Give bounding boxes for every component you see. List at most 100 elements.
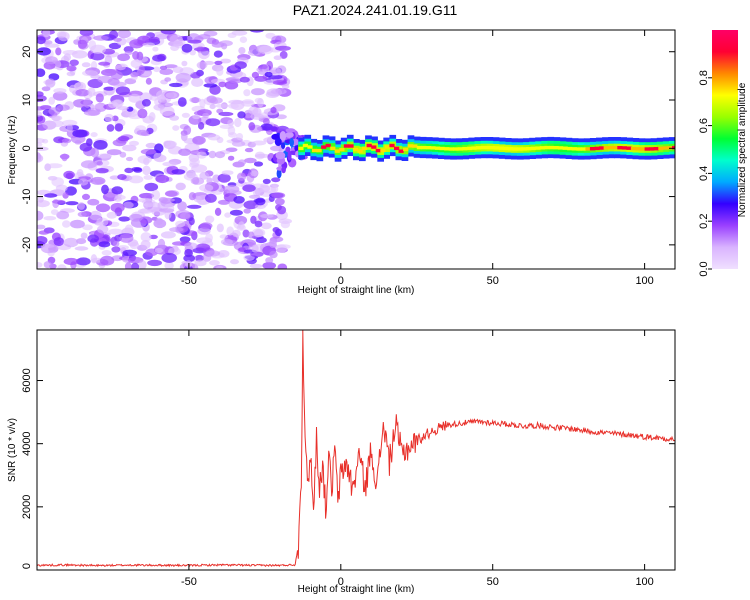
- heatmap-cell: [154, 247, 164, 254]
- heatmap-cell: [653, 147, 659, 151]
- heatmap-cell: [183, 125, 192, 135]
- heatmap-cell: [192, 114, 201, 120]
- heatmap-cell: [214, 151, 226, 159]
- x-tick-label: 0: [338, 275, 344, 287]
- heatmap-cell: [244, 147, 254, 153]
- y-tick-label: 0: [21, 145, 33, 151]
- heatmap-cell: [189, 97, 201, 103]
- heatmap-cell: [398, 149, 404, 153]
- heatmap-cell: [82, 224, 93, 231]
- heatmap-cell: [149, 95, 159, 101]
- heatmap-cell: [160, 231, 176, 239]
- heatmap-cell: [162, 161, 177, 167]
- heatmap-cell: [216, 67, 224, 76]
- heatmap-cell: [215, 103, 229, 108]
- heatmap-cell: [589, 147, 596, 151]
- colorbar-tick-label: 0.2: [698, 214, 710, 229]
- heatmap-cell: [169, 227, 184, 233]
- heatmap-cell: [69, 219, 85, 229]
- heatmap-cell: [526, 147, 532, 151]
- heatmap-cell: [46, 163, 63, 169]
- heatmap-cell: [124, 167, 134, 174]
- heatmap-cell: [371, 145, 377, 149]
- heatmap-cell: [662, 146, 668, 150]
- heatmap-cell: [227, 155, 235, 161]
- heatmap-cell: [48, 107, 61, 116]
- colorbar-tick-label: 0.8: [698, 70, 710, 85]
- heatmap-cell: [56, 104, 70, 111]
- heatmap-cell: [260, 222, 272, 230]
- heatmap-cell: [129, 140, 139, 147]
- heatmap-cell: [264, 71, 273, 78]
- heatmap-cell: [157, 238, 166, 249]
- heatmap-cell: [149, 234, 158, 240]
- heatmap-cell: [216, 136, 224, 144]
- heatmap-cell: [175, 182, 186, 191]
- heatmap-cell: [229, 209, 243, 216]
- heatmap-cell: [233, 196, 245, 204]
- heatmap-cell: [89, 210, 102, 221]
- heatmap-cell: [187, 39, 202, 44]
- heatmap-cell: [503, 146, 509, 151]
- heatmap-cell: [199, 98, 206, 109]
- heatmap-cell: [251, 140, 267, 146]
- heatmap-cell: [316, 148, 322, 153]
- heatmap-cell: [80, 232, 88, 239]
- heatmap-cell: [270, 185, 279, 193]
- heatmap-cell: [635, 147, 641, 151]
- heatmap-cell: [362, 146, 368, 150]
- heatmap-cell: [96, 161, 103, 166]
- heatmap-cell: [220, 58, 232, 64]
- heatmap-cell: [198, 34, 211, 40]
- heatmap-cell: [265, 257, 274, 264]
- heatmap-cell: [268, 239, 277, 249]
- heatmap-cell: [94, 103, 103, 110]
- heatmap-cell: [101, 184, 109, 195]
- line-x-axis-label: Height of straight line (km): [298, 584, 415, 595]
- heatmap-cell: [154, 143, 164, 154]
- heatmap-cell: [132, 51, 140, 60]
- heatmap-cell: [234, 215, 248, 225]
- heatmap-cell: [129, 39, 144, 49]
- heatmap-cell: [139, 208, 150, 214]
- heatmap-cell: [110, 71, 123, 80]
- heatmap-cell: [169, 82, 183, 88]
- heatmap-cell: [93, 35, 109, 41]
- heatmap-cell: [198, 49, 210, 60]
- heatmap-cell: [37, 152, 42, 162]
- heatmap-cell: [147, 259, 163, 267]
- heatmap-cell: [51, 177, 64, 187]
- line-panel: -50 0 50 100 0 2000 4000 6000 Height of straig…: [7, 329, 676, 595]
- heatmap-cell: [172, 66, 184, 74]
- heatmap-cell: [262, 262, 276, 269]
- heatmap-cell: [81, 62, 91, 68]
- heatmap-cell: [82, 70, 98, 77]
- heatmap-cell: [119, 233, 134, 243]
- heatmap-cell: [237, 111, 246, 119]
- heatmap-cell: [37, 106, 46, 111]
- heatmap-cell: [117, 30, 131, 39]
- heatmap-cell: [275, 151, 286, 160]
- heatmap-cell: [79, 30, 94, 37]
- heatmap-cell: [544, 145, 550, 150]
- heatmap-cell: [571, 147, 577, 151]
- heatmap-cell: [137, 155, 152, 164]
- y-tick-label: 10: [21, 94, 33, 106]
- heatmap-cell: [45, 78, 56, 88]
- heatmap-cell: [228, 99, 244, 105]
- heatmap-cell: [640, 147, 646, 151]
- heatmap-cell: [263, 118, 270, 126]
- heatmap-cell: [52, 91, 68, 101]
- heatmap-cell: [79, 142, 93, 152]
- heatmap-x-ticks: -50 0 50 100: [181, 30, 654, 287]
- heatmap-cell: [69, 59, 79, 66]
- y-tick-label: 4000: [21, 431, 33, 455]
- figure-title: PAZ1.2024.241.01.19.G11: [293, 2, 458, 18]
- heatmap-cell: [403, 147, 409, 152]
- heatmap-cell: [227, 132, 237, 138]
- heatmap-cell: [576, 147, 582, 151]
- heatmap-cell: [276, 168, 282, 179]
- heatmap-cell: [111, 81, 127, 87]
- colorbar: 0.0 0.2 0.4 0.6 0.8 Normalized spectral ampl…: [698, 30, 748, 277]
- heatmap-cell: [247, 231, 255, 239]
